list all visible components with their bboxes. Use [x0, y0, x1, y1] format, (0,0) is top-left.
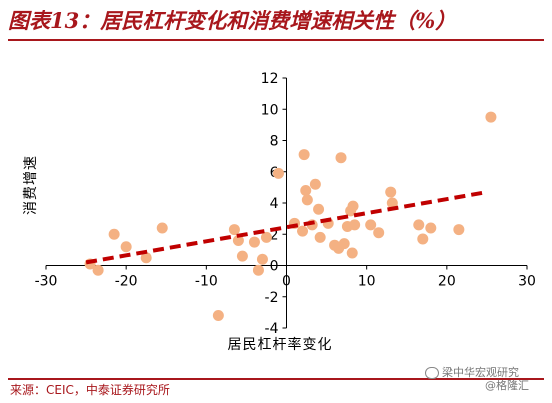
scatter-point — [335, 152, 347, 164]
watermark-text-2: @格隆汇 — [485, 379, 529, 392]
y-tick-label: 0 — [270, 259, 279, 275]
x-tick-label: -10 — [195, 274, 218, 290]
scatter-point — [425, 222, 437, 234]
scatter-point — [228, 224, 240, 236]
scatter-point — [309, 178, 321, 190]
scatter-point — [413, 219, 425, 231]
scatter-point — [272, 167, 284, 179]
scatter-point — [386, 197, 398, 209]
scatter-point — [301, 194, 313, 206]
scatter-point — [485, 111, 497, 123]
scatter-point — [347, 200, 359, 212]
scatter-point — [260, 231, 272, 243]
scatter-point — [232, 235, 244, 246]
scatter-point — [140, 252, 152, 264]
scatter-point — [300, 185, 312, 196]
y-tick-label: 8 — [270, 134, 279, 150]
y-tick-label: 2 — [270, 227, 279, 243]
source-note: 来源：CEIC，中泰证券研究所 — [10, 383, 170, 397]
x-tick-label: 20 — [438, 274, 456, 290]
x-axis-label: 居民杠杆率变化 — [227, 337, 333, 353]
scatter-point — [365, 219, 377, 231]
scatter-point — [108, 228, 120, 240]
scatter-point — [248, 236, 260, 248]
scatter-point — [314, 231, 326, 243]
scatter-point — [156, 222, 168, 234]
x-tick-label: 30 — [518, 274, 536, 290]
scatter-point — [236, 250, 248, 262]
scatter-point — [212, 310, 224, 321]
x-tick-label: -30 — [35, 274, 58, 290]
scatter-point — [252, 264, 264, 276]
scatter-point — [256, 253, 268, 265]
watermark: 梁中华宏观研究 @格隆汇 — [425, 366, 545, 400]
y-tick-label: -4 — [265, 321, 279, 337]
watermark-line-1: 梁中华宏观研究 — [425, 366, 545, 379]
y-tick-label: 10 — [261, 102, 279, 118]
scatter-point — [373, 227, 385, 239]
scatter-point — [120, 241, 132, 253]
scatter-point — [338, 238, 350, 250]
scatter-point — [349, 219, 361, 231]
scatter-points — [84, 111, 497, 321]
wechat-icon — [425, 367, 439, 379]
scatter-point — [346, 247, 358, 259]
x-tick-label: 0 — [282, 274, 291, 290]
scatter-point — [453, 224, 465, 236]
scatter-point — [385, 186, 397, 198]
scatter-point — [313, 203, 325, 215]
y-tick-label: 12 — [261, 71, 279, 87]
scatter-point — [297, 225, 309, 237]
chart-title: 图表13：居民杠杆变化和消费增速相关性（%） — [8, 8, 457, 33]
y-axis-label: 消费增速 — [23, 155, 39, 215]
scatter-point — [92, 264, 104, 276]
y-tick-labels: -4-2024681012 — [261, 71, 287, 337]
title-divider — [8, 39, 544, 41]
scatter-point — [298, 149, 310, 161]
source-divider — [8, 378, 544, 380]
scatter-point — [417, 233, 429, 245]
watermark-text-1: 梁中华宏观研究 — [442, 366, 519, 379]
x-tick-label: 10 — [358, 274, 376, 290]
x-tick-labels: -30 -20 -10 0 10 20 30 — [35, 265, 536, 290]
y-tick-label: -2 — [265, 290, 279, 306]
y-tick-label: 4 — [270, 196, 279, 212]
x-tick-label: -20 — [115, 274, 138, 290]
